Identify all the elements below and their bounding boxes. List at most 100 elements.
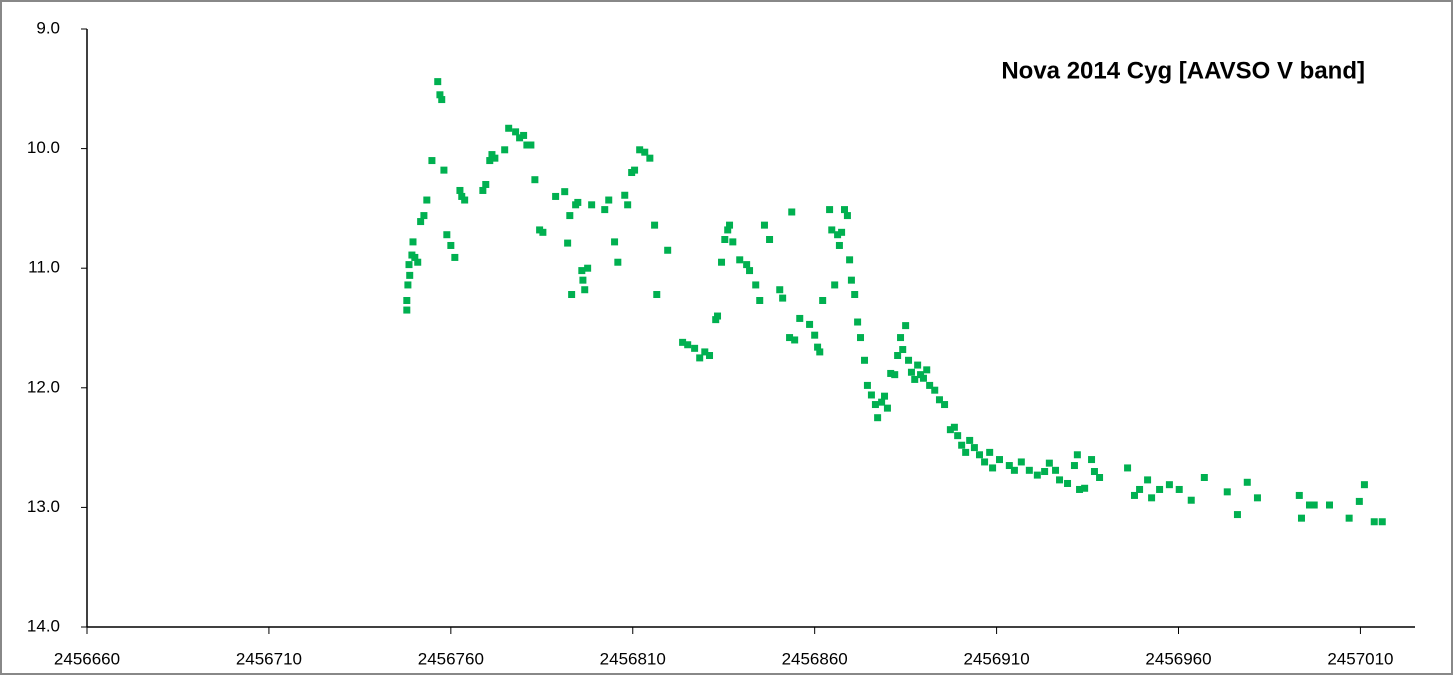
data-point: [923, 366, 931, 374]
data-point: [581, 286, 589, 294]
data-point: [981, 458, 989, 466]
data-point: [796, 314, 804, 322]
data-point: [1045, 459, 1053, 467]
data-point: [846, 256, 854, 264]
data-point: [1076, 485, 1084, 493]
data-point: [946, 426, 954, 434]
data-point: [1033, 471, 1041, 479]
data-point: [894, 352, 902, 360]
data-point: [1200, 474, 1208, 481]
data-point: [766, 235, 774, 243]
data-point: [1056, 476, 1064, 484]
data-point: [1325, 501, 1333, 509]
data-point: [1360, 481, 1368, 489]
data-point: [712, 316, 720, 324]
data-point: [975, 451, 983, 459]
data-point: [1144, 476, 1152, 484]
data-point: [566, 212, 574, 220]
data-point: [919, 374, 927, 382]
data-point: [878, 398, 886, 406]
data-point: [1165, 481, 1173, 489]
data-point: [828, 226, 836, 234]
data-point: [561, 188, 569, 196]
data-point: [641, 148, 649, 156]
data-point: [458, 192, 466, 200]
data-point: [917, 371, 925, 379]
data-point: [1175, 485, 1183, 493]
data-point: [404, 281, 412, 289]
data-point: [989, 464, 997, 472]
data-point: [1070, 462, 1078, 470]
data-point: [926, 381, 934, 389]
data-point: [1187, 496, 1195, 504]
y-tick-label: 12.0: [27, 377, 60, 396]
data-point: [624, 201, 632, 209]
data-point: [854, 318, 862, 326]
data-point: [861, 356, 869, 364]
y-tick-label: 13.0: [27, 497, 60, 516]
data-point: [962, 448, 970, 456]
data-point: [1136, 485, 1144, 493]
data-point: [423, 196, 431, 204]
x-tick-label: 2456810: [600, 649, 666, 668]
data-point: [743, 261, 751, 269]
data-point: [434, 78, 442, 86]
data-point: [1096, 474, 1104, 481]
data-point: [1064, 479, 1072, 487]
data-point: [914, 361, 922, 369]
data-point: [838, 228, 846, 236]
x-tick-label: 2456910: [963, 649, 1029, 668]
x-tick-label: 2456960: [1145, 649, 1211, 668]
data-point: [527, 141, 535, 149]
data-point: [729, 238, 737, 246]
data-point: [1017, 458, 1025, 466]
data-point: [684, 341, 692, 349]
data-point: [857, 334, 865, 342]
y-tick-label: 11.0: [28, 258, 60, 277]
data-point: [995, 456, 1003, 464]
data-point: [887, 369, 895, 377]
data-point: [902, 322, 910, 330]
data-point: [539, 228, 547, 236]
data-point: [935, 396, 943, 404]
data-point: [440, 166, 448, 174]
data-point: [718, 258, 726, 266]
data-point: [986, 448, 994, 456]
data-point: [891, 371, 899, 379]
data-point: [811, 331, 819, 339]
chart-title: Nova 2014 Cyg [AAVSO V band]: [1001, 57, 1365, 84]
data-point: [479, 186, 487, 194]
data-point: [899, 346, 907, 354]
data-point: [874, 414, 882, 422]
data-point: [414, 258, 422, 266]
data-point: [1253, 494, 1261, 502]
data-point: [1378, 518, 1386, 526]
data-point: [724, 226, 732, 234]
data-point: [941, 401, 949, 409]
data-point: [701, 348, 709, 356]
data-point: [1041, 468, 1049, 476]
data-point: [954, 432, 962, 440]
data-point: [863, 381, 871, 389]
data-point: [1223, 488, 1231, 496]
data-point: [636, 146, 644, 154]
data-point: [646, 154, 654, 162]
data-point: [1073, 451, 1081, 459]
data-point: [726, 221, 734, 229]
data-point: [406, 271, 414, 279]
data-point: [897, 334, 905, 342]
data-point: [614, 258, 622, 266]
data-point: [847, 276, 855, 284]
data-point: [931, 386, 939, 394]
x-tick-label: 2457010: [1327, 649, 1393, 668]
data-point: [520, 131, 528, 139]
data-point: [756, 296, 764, 304]
data-point: [752, 281, 760, 289]
data-point: [841, 206, 849, 214]
x-tick-label: 2456860: [782, 649, 848, 668]
data-point: [746, 267, 754, 275]
data-point: [851, 291, 859, 299]
data-point: [883, 404, 891, 412]
